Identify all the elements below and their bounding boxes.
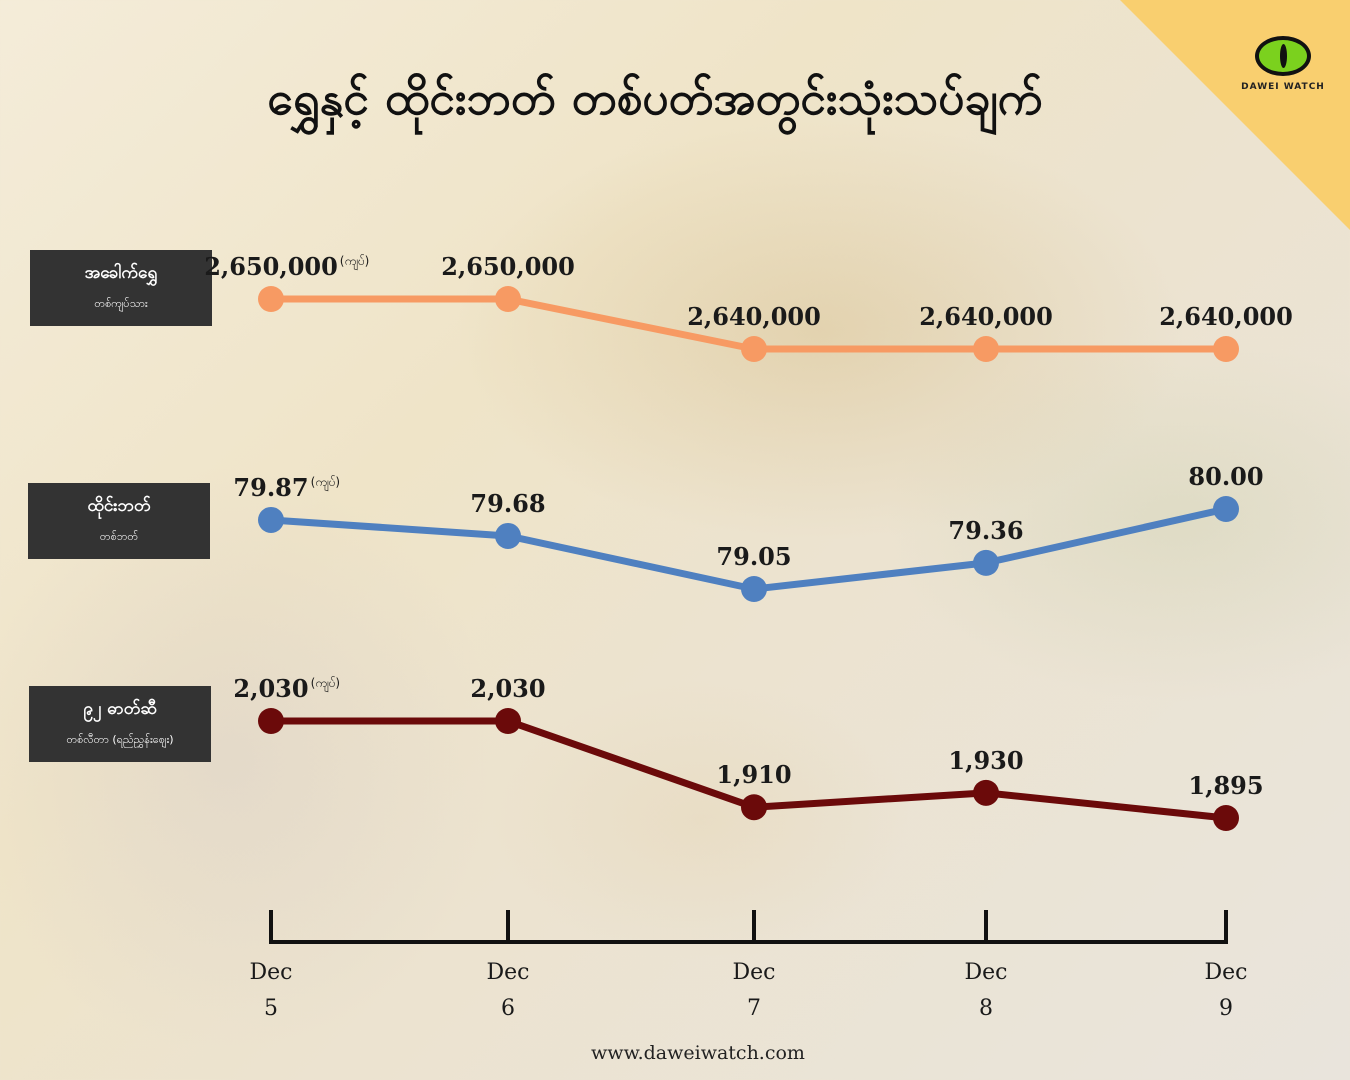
eye-icon <box>1255 36 1311 76</box>
data-point-gold-2 <box>741 336 767 362</box>
data-point-baht-1 <box>495 522 521 549</box>
data-label-gold-0: 2,650,000 <box>204 252 338 281</box>
data-point-fuel-0 <box>258 708 284 734</box>
data-point-baht-0 <box>258 506 284 533</box>
data-label-baht-0: 79.87 <box>233 473 308 502</box>
unit-note-fuel: (ကျပ်) <box>311 675 340 693</box>
data-point-gold-4 <box>1213 336 1239 362</box>
x-tick-label-day-2: 7 <box>747 996 761 1021</box>
data-label-fuel-1: 2,030 <box>470 674 545 703</box>
data-label-baht-4: 80.00 <box>1188 462 1263 491</box>
label-fuel-name: ၉၂ ဓာတ်ဆီ <box>83 699 157 719</box>
data-point-fuel-4 <box>1213 805 1239 831</box>
label-baht: ထိုင်းဘတ် တစ်ဘတ် <box>28 483 210 559</box>
footer-url: www.daweiwatch.com <box>591 1042 805 1064</box>
corner-accent <box>1120 0 1350 230</box>
brand-name: DAWEI WATCH <box>1241 82 1325 92</box>
brand-logo: DAWEI WATCH <box>1238 36 1328 92</box>
data-label-fuel-0: 2,030 <box>233 674 308 703</box>
data-label-gold-1: 2,650,000 <box>441 252 575 281</box>
data-label-fuel-3: 1,930 <box>948 746 1023 775</box>
label-gold: အခေါက်ရွှေ တစ်ကျပ်သား <box>30 250 212 326</box>
label-baht-unit: တစ်ဘတ် <box>99 530 139 543</box>
x-tick-label-day-0: 5 <box>264 996 278 1021</box>
data-label-baht-2: 79.05 <box>716 542 791 571</box>
x-tick-label-month-0: Dec <box>250 960 293 985</box>
data-point-gold-3 <box>973 336 999 362</box>
chart-title: ရွှေနှင့် ထိုင်းဘတ် တစ်ပတ်အတွင်းသုံးသပ်ခ… <box>267 71 1043 125</box>
label-gold-unit: တစ်ကျပ်သား <box>94 297 148 310</box>
data-point-baht-2 <box>741 576 767 602</box>
x-tick-label-month-3: Dec <box>965 960 1008 985</box>
data-label-gold-4: 2,640,000 <box>1159 302 1293 331</box>
x-tick-label-month-4: Dec <box>1205 960 1248 985</box>
data-label-gold-2: 2,640,000 <box>687 302 821 331</box>
x-tick-label-day-4: 9 <box>1219 996 1233 1021</box>
data-point-baht-3 <box>973 549 999 576</box>
data-label-baht-3: 79.36 <box>948 516 1023 545</box>
label-gold-name: အခေါက်ရွှေ <box>84 263 158 283</box>
unit-note-baht: (ကျပ်) <box>311 474 340 492</box>
label-baht-name: ထိုင်းဘတ် <box>87 496 151 516</box>
x-tick-label-month-1: Dec <box>487 960 530 985</box>
label-fuel: ၉၂ ဓာတ်ဆီ တစ်လီတာ (ရည်ညွှန်းဈေး) <box>29 686 211 762</box>
label-fuel-unit: တစ်လီတာ (ရည်ညွှန်းဈေး) <box>66 733 174 746</box>
data-point-baht-4 <box>1213 496 1239 522</box>
unit-note-gold: (ကျပ်) <box>340 253 369 271</box>
data-label-fuel-4: 1,895 <box>1188 771 1263 800</box>
data-point-fuel-2 <box>741 794 767 821</box>
data-label-gold-3: 2,640,000 <box>919 302 1053 331</box>
x-tick-label-day-3: 8 <box>979 996 993 1021</box>
data-point-gold-0 <box>258 286 284 312</box>
data-point-fuel-1 <box>495 708 521 734</box>
data-point-gold-1 <box>495 286 521 312</box>
data-label-baht-1: 79.68 <box>470 489 545 518</box>
data-label-fuel-2: 1,910 <box>716 760 791 789</box>
data-point-fuel-3 <box>973 779 999 806</box>
x-tick-label-day-1: 6 <box>501 996 515 1021</box>
x-tick-label-month-2: Dec <box>733 960 776 985</box>
